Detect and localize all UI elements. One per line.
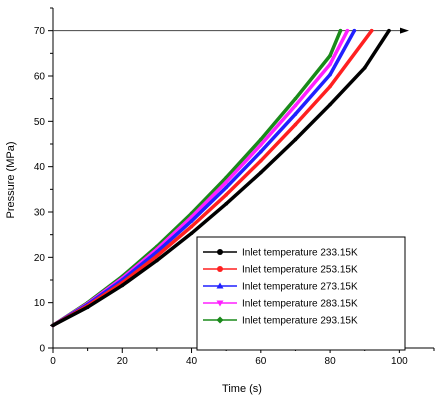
series-point: [224, 180, 228, 184]
series-point: [345, 28, 350, 33]
y-tick-label: 50: [34, 117, 46, 128]
legend-label: Inlet temperature 293.15K: [242, 316, 358, 327]
x-tick-label: 0: [50, 356, 56, 367]
series-point: [338, 28, 343, 33]
series-point: [328, 53, 332, 58]
legend-label: Inlet temperature 253.15K: [242, 265, 358, 276]
series-point: [369, 28, 374, 33]
series-point: [328, 84, 332, 89]
series-point: [51, 323, 55, 328]
reference-arrow-head: [400, 27, 409, 34]
x-tick-label: 60: [255, 356, 267, 367]
series-point: [328, 62, 332, 67]
legend-label: Inlet temperature 273.15K: [242, 282, 358, 293]
legend-marker: [217, 249, 223, 255]
series-point: [224, 202, 228, 206]
series-point: [259, 158, 263, 163]
series-point: [259, 149, 263, 154]
legend-box: [196, 236, 406, 351]
y-tick-label: 60: [34, 72, 46, 83]
y-axis-label: Pressure (MPa): [5, 141, 17, 218]
legend-marker: [216, 282, 224, 289]
series-point: [293, 96, 298, 101]
series-point: [293, 137, 298, 142]
legend-label: Inlet temperature 233.15K: [242, 248, 358, 259]
x-axis-label: Time (s): [222, 383, 262, 395]
series-point: [328, 72, 332, 77]
series-point: [352, 28, 357, 33]
series-point: [189, 231, 194, 236]
series-point: [293, 122, 298, 127]
series-point: [387, 28, 391, 33]
series-point: [120, 283, 125, 288]
legend-label: Inlet temperature 283.15K: [242, 299, 358, 310]
series-point: [259, 137, 263, 142]
y-tick-label: 20: [34, 253, 46, 264]
y-tick-label: 10: [34, 298, 46, 309]
series-point: [189, 224, 194, 229]
series-point: [293, 103, 298, 108]
series-point: [328, 102, 332, 107]
plot-area: 0 20 40 60 80 100 0 10 20 30 40 50 60 70 Inlet tempera…: [34, 7, 435, 367]
y-tick-label: 70: [34, 26, 46, 37]
series-point: [224, 175, 228, 180]
series-point: [85, 305, 90, 310]
series-point: [224, 185, 228, 190]
x-tick-label: 100: [391, 356, 408, 367]
series-point: [259, 143, 263, 147]
series-point: [189, 219, 194, 223]
series-point: [259, 170, 263, 175]
series-point: [155, 258, 159, 263]
series-point: [293, 112, 298, 116]
series-point: [362, 66, 367, 70]
x-tick-label: 40: [186, 356, 198, 367]
series-point: [155, 250, 159, 254]
series-point: [224, 192, 228, 197]
y-tick-label: 30: [34, 208, 46, 219]
series-point: [155, 254, 159, 258]
legend-marker: [217, 266, 223, 272]
legend-marker: [216, 300, 224, 307]
x-tick-label: 80: [325, 356, 337, 367]
y-tick-label: 0: [39, 344, 45, 355]
y-tick-label: 40: [34, 162, 46, 173]
legend-marker: [216, 316, 224, 324]
x-tick-label: 20: [117, 356, 129, 367]
